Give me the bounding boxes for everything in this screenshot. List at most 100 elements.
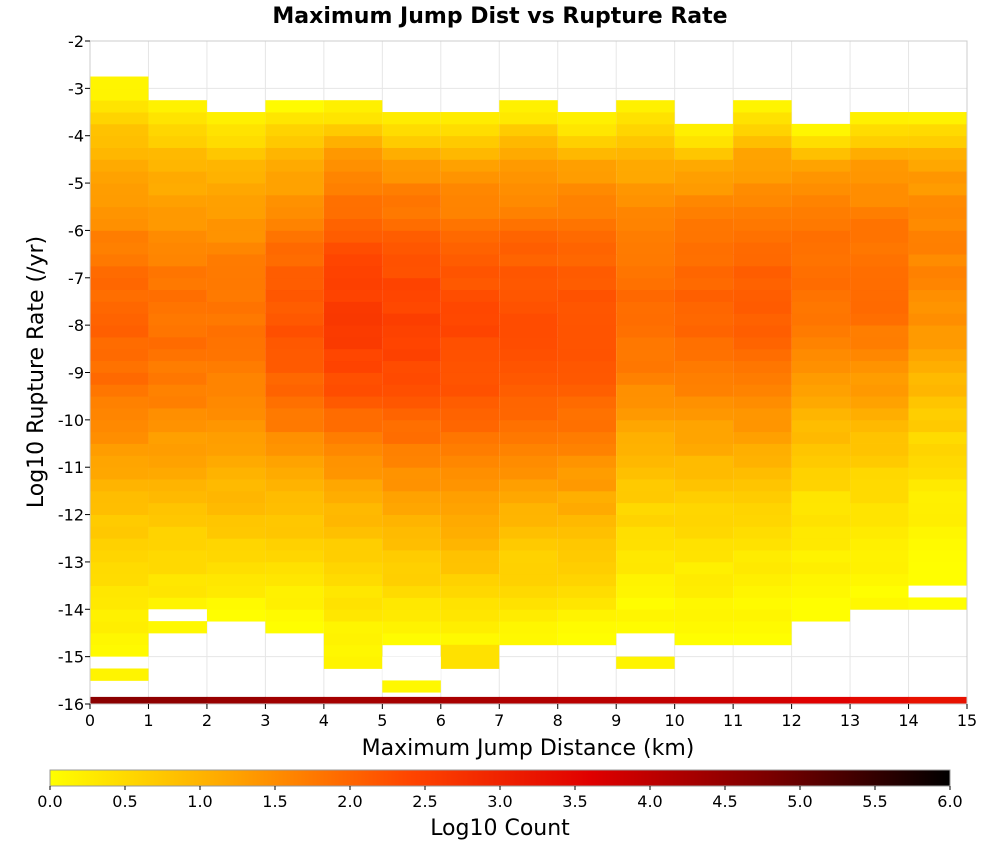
heatmap-cell <box>440 277 500 291</box>
heatmap-cell <box>908 502 967 515</box>
heatmap-cell <box>499 467 558 480</box>
heatmap-cell <box>674 443 734 456</box>
heatmap-cell <box>616 479 675 492</box>
heatmap-cell <box>674 597 734 610</box>
heatmap-cell <box>791 585 851 598</box>
heatmap-cell <box>90 206 149 219</box>
heatmap-cell <box>265 336 324 350</box>
heatmap-cell <box>265 325 324 338</box>
heatmap-cell <box>90 277 149 291</box>
heatmap-cell <box>323 561 383 575</box>
heatmap-cell <box>557 514 617 527</box>
heatmap-cell <box>908 147 967 160</box>
heatmap-cell <box>733 455 792 468</box>
heatmap-cell <box>90 242 149 255</box>
heatmap-cell <box>148 538 207 551</box>
y-tick-label: -9 <box>68 364 84 383</box>
heatmap-cell <box>499 313 558 326</box>
heatmap-cell <box>557 123 617 137</box>
heatmap-cell <box>616 360 675 373</box>
heatmap-cell <box>616 159 675 172</box>
heatmap-cell <box>323 585 383 598</box>
heatmap-cell <box>323 218 383 231</box>
heatmap-cell <box>850 443 909 456</box>
heatmap-cell <box>616 123 675 137</box>
heatmap-cell <box>499 585 558 598</box>
heatmap-cell <box>323 502 383 515</box>
y-tick-label: -16 <box>58 695 84 714</box>
heatmap-cell <box>908 183 967 196</box>
heatmap-cell <box>674 514 734 527</box>
heatmap-cell <box>850 123 909 137</box>
heatmap-cell <box>90 159 149 172</box>
heatmap-cell <box>90 325 149 338</box>
heatmap-cell <box>499 301 558 314</box>
heatmap-cell <box>557 289 617 302</box>
heatmap-cell <box>908 538 967 551</box>
heatmap-cell <box>265 609 324 622</box>
heatmap-cell <box>674 479 734 492</box>
x-tick-label: 1 <box>143 711 153 730</box>
heatmap-cell <box>791 171 851 184</box>
heatmap-cell <box>499 112 558 125</box>
heatmap-cell <box>382 147 441 160</box>
heatmap-cell <box>557 147 617 160</box>
heatmap-cell <box>557 384 617 397</box>
heatmap-cell <box>557 112 617 125</box>
heatmap-cell <box>440 538 500 551</box>
heatmap-cell <box>323 159 383 172</box>
heatmap-cell <box>850 502 909 515</box>
heatmap-cell <box>616 313 675 326</box>
heatmap-cell <box>265 372 324 385</box>
heatmap-cell <box>440 502 500 515</box>
heatmap-cell <box>323 526 383 539</box>
heatmap-cell <box>850 372 909 385</box>
heatmap-cell <box>382 502 441 515</box>
heatmap-cell <box>733 301 792 314</box>
heatmap-cell <box>265 419 324 433</box>
heatmap-cell <box>616 455 675 468</box>
heatmap-cell <box>382 443 441 456</box>
heatmap-cell <box>908 254 967 267</box>
heatmap-cell <box>908 490 967 504</box>
heatmap-cell <box>148 573 207 587</box>
heatmap-cell <box>850 490 909 504</box>
heatmap-cell <box>499 123 558 137</box>
heatmap-cell <box>674 550 734 563</box>
heatmap-cell <box>148 218 207 231</box>
heatmap-cell <box>440 573 500 587</box>
heatmap-cell-bottom <box>265 696 325 704</box>
heatmap-cell <box>791 396 851 409</box>
heatmap-cell <box>616 372 675 385</box>
x-tick-label: 11 <box>723 711 743 730</box>
heatmap-cell <box>382 408 441 421</box>
heatmap-cell <box>206 585 266 598</box>
heatmap-cell <box>791 194 851 208</box>
x-tick-label: 7 <box>494 711 504 730</box>
heatmap-cell <box>791 159 851 172</box>
colorbar-tick-label: 6.0 <box>937 792 962 811</box>
heatmap-cell <box>382 171 441 184</box>
heatmap-cell <box>791 408 851 421</box>
heatmap-cell <box>616 467 675 480</box>
heatmap-cell <box>265 112 324 125</box>
heatmap-cell <box>265 147 324 160</box>
heatmap-cell <box>908 431 967 444</box>
heatmap-cell <box>323 573 383 587</box>
heatmap-cell <box>791 135 851 148</box>
heatmap-cell <box>733 265 792 279</box>
heatmap-cell <box>440 123 500 137</box>
heatmap-cell <box>323 384 383 397</box>
heatmap-cell <box>148 443 207 456</box>
heatmap-cell-bottom <box>791 696 851 704</box>
heatmap-cell <box>557 242 617 255</box>
heatmap-cell <box>323 550 383 563</box>
heatmap-cell <box>265 348 324 362</box>
heatmap-cell <box>616 656 675 669</box>
heatmap-cell <box>908 419 967 433</box>
heatmap-cell <box>733 277 792 291</box>
heatmap-cell <box>733 561 792 575</box>
heatmap-cell <box>440 230 500 243</box>
x-tick-label: 13 <box>840 711 860 730</box>
heatmap-cell <box>499 538 558 551</box>
